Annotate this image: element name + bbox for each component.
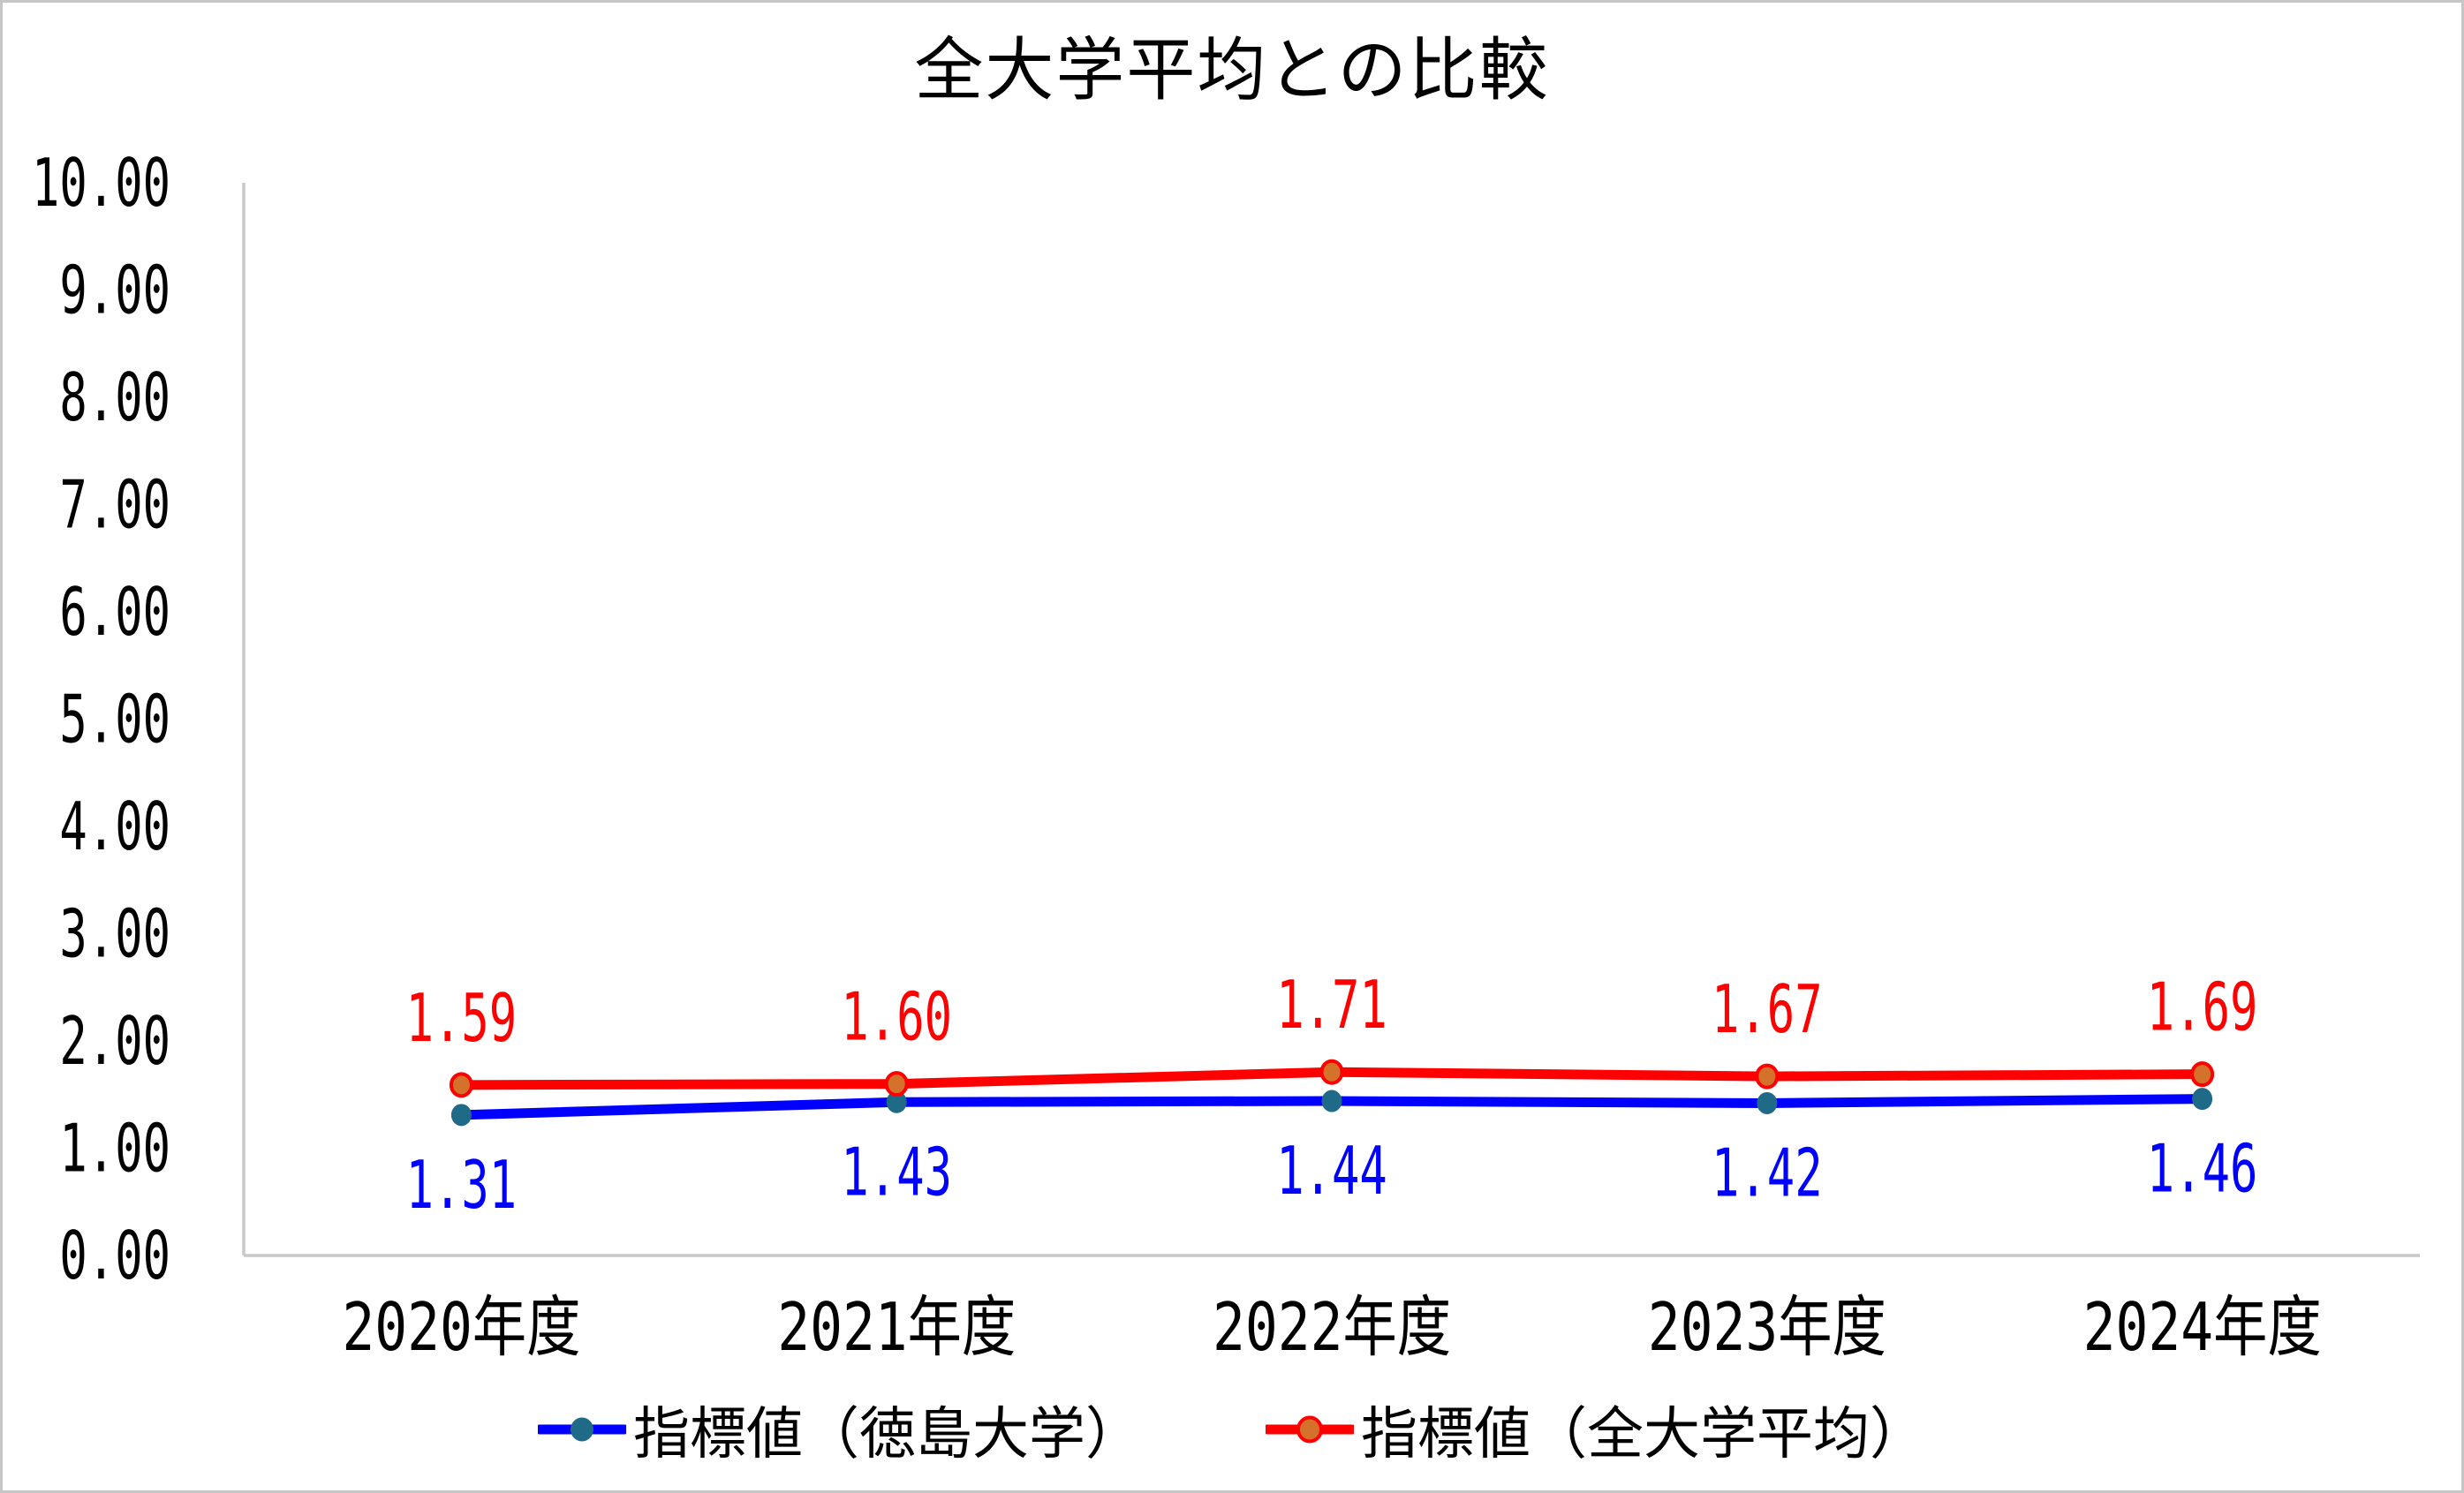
data-label-1: 1.67 bbox=[1712, 970, 1823, 1048]
y-axis-tick-label: 3.00 bbox=[59, 895, 170, 973]
data-point-marker-0 bbox=[886, 1090, 907, 1113]
legend-item-all-universities: 指標値（全大学平均） bbox=[1266, 1389, 1926, 1470]
y-axis-tick-label: 10.00 bbox=[32, 144, 170, 222]
data-point-marker-0 bbox=[450, 1104, 472, 1127]
y-axis-tick-label: 7.00 bbox=[59, 466, 170, 544]
legend-marker-all-universities-icon bbox=[1266, 1415, 1354, 1444]
data-label-1: 1.59 bbox=[406, 979, 518, 1057]
y-axis-tick-label: 4.00 bbox=[59, 788, 170, 865]
legend-label-all-universities: 指標値（全大学平均） bbox=[1361, 1402, 1926, 1466]
legend-sample-marker bbox=[1296, 1415, 1323, 1444]
data-point-marker-0 bbox=[2192, 1088, 2213, 1111]
y-axis-tick-label: 9.00 bbox=[59, 252, 170, 329]
data-point-marker-0 bbox=[1757, 1091, 1778, 1114]
data-label-0: 1.44 bbox=[1276, 1132, 1387, 1210]
data-point-marker-0 bbox=[1321, 1090, 1342, 1112]
x-category-label: 2023年度 bbox=[1648, 1288, 1886, 1366]
line-chart: 0.00 1.00 2.00 3.00 4.00 5.00 6.00 7.00 8.00 9.00… bbox=[32, 144, 2420, 1366]
legend-item-tokushima: 指標値（徳島大学） bbox=[538, 1389, 1142, 1470]
legend-sample-marker bbox=[571, 1417, 593, 1442]
data-label-0: 1.42 bbox=[1712, 1134, 1823, 1211]
y-axis-tick-label: 1.00 bbox=[59, 1110, 170, 1188]
y-axis-tick-label: 0.00 bbox=[59, 1217, 170, 1294]
y-axis-tick-label: 8.00 bbox=[59, 358, 170, 436]
x-category-label: 2021年度 bbox=[777, 1288, 1016, 1366]
y-axis-tick-label: 6.00 bbox=[59, 573, 170, 651]
chart-title: 全大学平均との比較 bbox=[914, 31, 1550, 109]
legend-label-tokushima: 指標値（徳島大学） bbox=[633, 1402, 1142, 1466]
data-point-marker-1 bbox=[1755, 1063, 1780, 1090]
legend-marker-tokushima-icon bbox=[538, 1417, 626, 1442]
legend: 指標値（徳島大学） 指標値（全大学平均） bbox=[3, 1385, 2461, 1474]
x-category-label: 2022年度 bbox=[1213, 1288, 1451, 1366]
y-axis-tick-label: 5.00 bbox=[59, 681, 170, 758]
data-label-0: 1.43 bbox=[841, 1133, 952, 1210]
data-point-marker-1 bbox=[884, 1071, 909, 1097]
x-category-label: 2024年度 bbox=[2083, 1288, 2322, 1366]
data-label-1: 1.71 bbox=[1276, 966, 1387, 1044]
data-point-marker-1 bbox=[1319, 1059, 1344, 1085]
data-label-1: 1.69 bbox=[2147, 969, 2258, 1046]
data-label-1: 1.60 bbox=[841, 978, 952, 1056]
x-category-label: 2020年度 bbox=[342, 1288, 580, 1366]
data-point-marker-1 bbox=[2190, 1061, 2215, 1088]
data-label-0: 1.31 bbox=[406, 1146, 518, 1224]
data-point-marker-1 bbox=[449, 1072, 473, 1098]
y-axis-tick-label: 2.00 bbox=[59, 1002, 170, 1080]
data-label-0: 1.46 bbox=[2147, 1130, 2258, 1208]
